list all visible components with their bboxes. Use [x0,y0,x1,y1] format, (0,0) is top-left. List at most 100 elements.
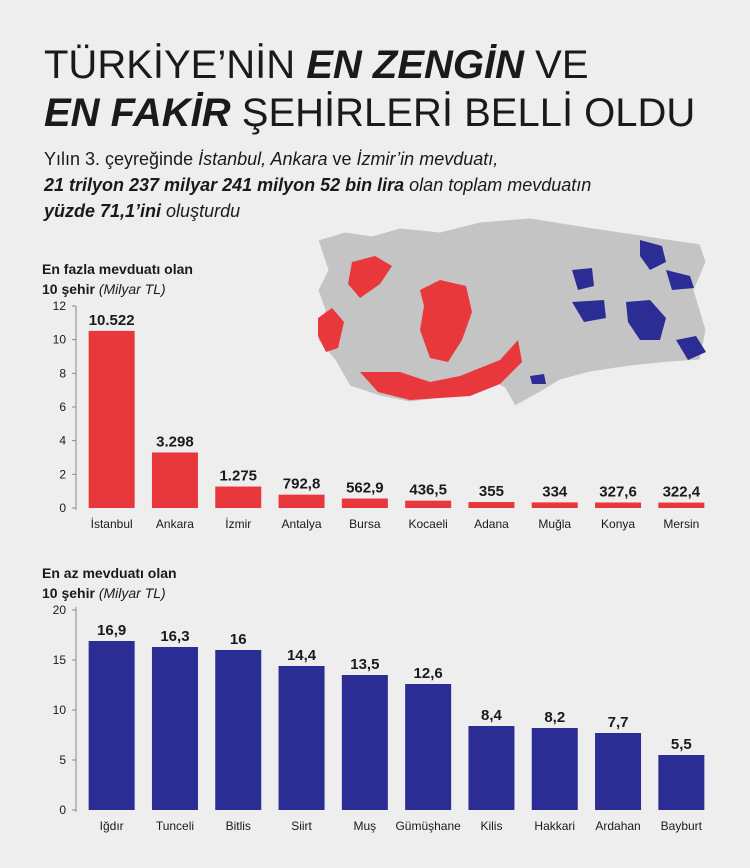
y-tick-label: 5 [59,753,66,767]
value-label: 13,5 [350,656,379,673]
x-tick-label: Muğla [538,517,571,531]
y-tick-label: 0 [59,501,66,515]
text-segment: TÜRKİYE’NİN [44,42,306,87]
bar [658,755,705,810]
x-tick-label: Antalya [282,517,322,531]
bar [88,641,135,810]
bar [531,502,578,508]
y-tick-label: 12 [53,299,67,313]
value-label: 8,2 [544,709,565,726]
bar [215,486,262,508]
value-label: 16 [230,631,247,648]
subtitle-line: 21 trilyon 237 milyar 241 milyon 52 bin … [43,175,591,195]
bar [278,666,325,810]
value-label: 14,4 [287,647,317,664]
chart-unit: (Milyar TL) [99,281,166,297]
y-tick-label: 6 [59,400,66,414]
value-label: 334 [542,483,568,500]
y-tick-label: 10 [53,333,67,347]
x-tick-label: Gümüşhane [395,819,461,833]
bar [215,650,262,810]
x-tick-label: Muş [354,819,377,833]
value-label: 10.522 [89,312,135,329]
x-tick-label: Bursa [349,517,381,531]
y-tick-label: 20 [53,603,67,617]
x-tick-label: Konya [601,517,635,531]
chart-subtitle-count: 10 şehir [42,281,95,297]
value-label: 7,7 [608,714,629,731]
y-tick-label: 8 [59,366,66,380]
bar [88,330,135,508]
text-segment: EN ZENGİN [306,43,525,87]
text-segment: EN FAKİR [44,91,231,135]
value-label: 12,6 [414,665,443,682]
text-segment: İstanbul, Ankara [198,149,327,169]
bar [531,728,578,810]
text-segment: VE [524,43,588,87]
x-tick-label: Hakkari [534,819,575,833]
value-label: 16,3 [160,628,189,645]
bar [405,500,452,508]
value-label: 436,5 [409,482,447,499]
chart-subtitle: 10 şehir (Milyar TL) [42,281,166,297]
text-segment: olan toplam mevduatın [404,175,591,195]
bar [595,733,642,810]
y-tick-label: 15 [53,653,67,667]
value-label: 355 [479,483,504,500]
x-tick-label: Adana [474,517,509,531]
y-tick-label: 2 [59,467,66,481]
x-tick-label: Kocaeli [408,517,447,531]
turkey-map [317,217,707,407]
text-segment: 21 trilyon 237 milyar 241 milyon 52 bin … [43,175,404,195]
value-label: 327,6 [599,483,637,500]
bar [341,675,388,810]
title-line: EN FAKİR ŞEHİRLERİ BELLİ OLDU [44,90,695,135]
x-tick-label: İzmir [225,517,251,531]
chart-subtitle-count: 10 şehir [42,585,95,601]
chart-title: En az mevduatı olan [42,565,177,581]
subtitle-line: Yılın 3. çeyreğinde İstanbul, Ankara ve … [44,149,498,169]
text-segment: oluşturdu [161,201,240,221]
x-tick-label: Siirt [291,819,312,833]
bar [278,494,325,508]
x-tick-label: Tunceli [156,819,194,833]
title-line: TÜRKİYE’NİN EN ZENGİN VE [44,42,589,87]
x-tick-label: İstanbul [91,517,133,531]
chart-unit: (Milyar TL) [99,585,166,601]
x-tick-label: Mersin [663,517,699,531]
x-tick-label: Kilis [480,819,502,833]
value-label: 322,4 [663,484,701,501]
y-tick-label: 0 [59,803,66,817]
value-label: 3.298 [156,433,194,450]
x-tick-label: Bayburt [661,819,703,833]
bar [595,502,642,508]
bar [658,502,705,508]
chart-subtitle: 10 şehir (Milyar TL) [42,585,166,601]
x-tick-label: Bitlis [226,819,251,833]
value-label: 562,9 [346,480,384,497]
x-tick-label: Iğdır [100,819,124,833]
y-tick-label: 4 [59,434,66,448]
x-tick-label: Ankara [156,517,194,531]
text-segment: ve [328,149,357,169]
text-segment: yüzde 71,1’ini [43,201,162,221]
value-label: 5,5 [671,736,692,753]
subtitle-line: yüzde 71,1’ini oluşturdu [43,201,240,221]
value-label: 792,8 [283,476,321,493]
bar [468,502,515,508]
value-label: 1.275 [219,468,257,485]
text-segment: Yılın 3. çeyreğinde [44,149,198,169]
bar [468,726,515,810]
text-segment: ŞEHİRLERİ BELLİ OLDU [231,90,696,135]
bar [405,684,452,810]
bar [151,452,198,508]
text-segment: İzmir’in mevduatı, [357,149,499,169]
bar [341,498,388,508]
chart-title: En fazla mevduatı olan [42,261,193,277]
value-label: 8,4 [481,707,503,724]
value-label: 16,9 [97,622,126,639]
y-tick-label: 10 [53,703,67,717]
bar [151,647,198,810]
x-tick-label: Ardahan [595,819,640,833]
